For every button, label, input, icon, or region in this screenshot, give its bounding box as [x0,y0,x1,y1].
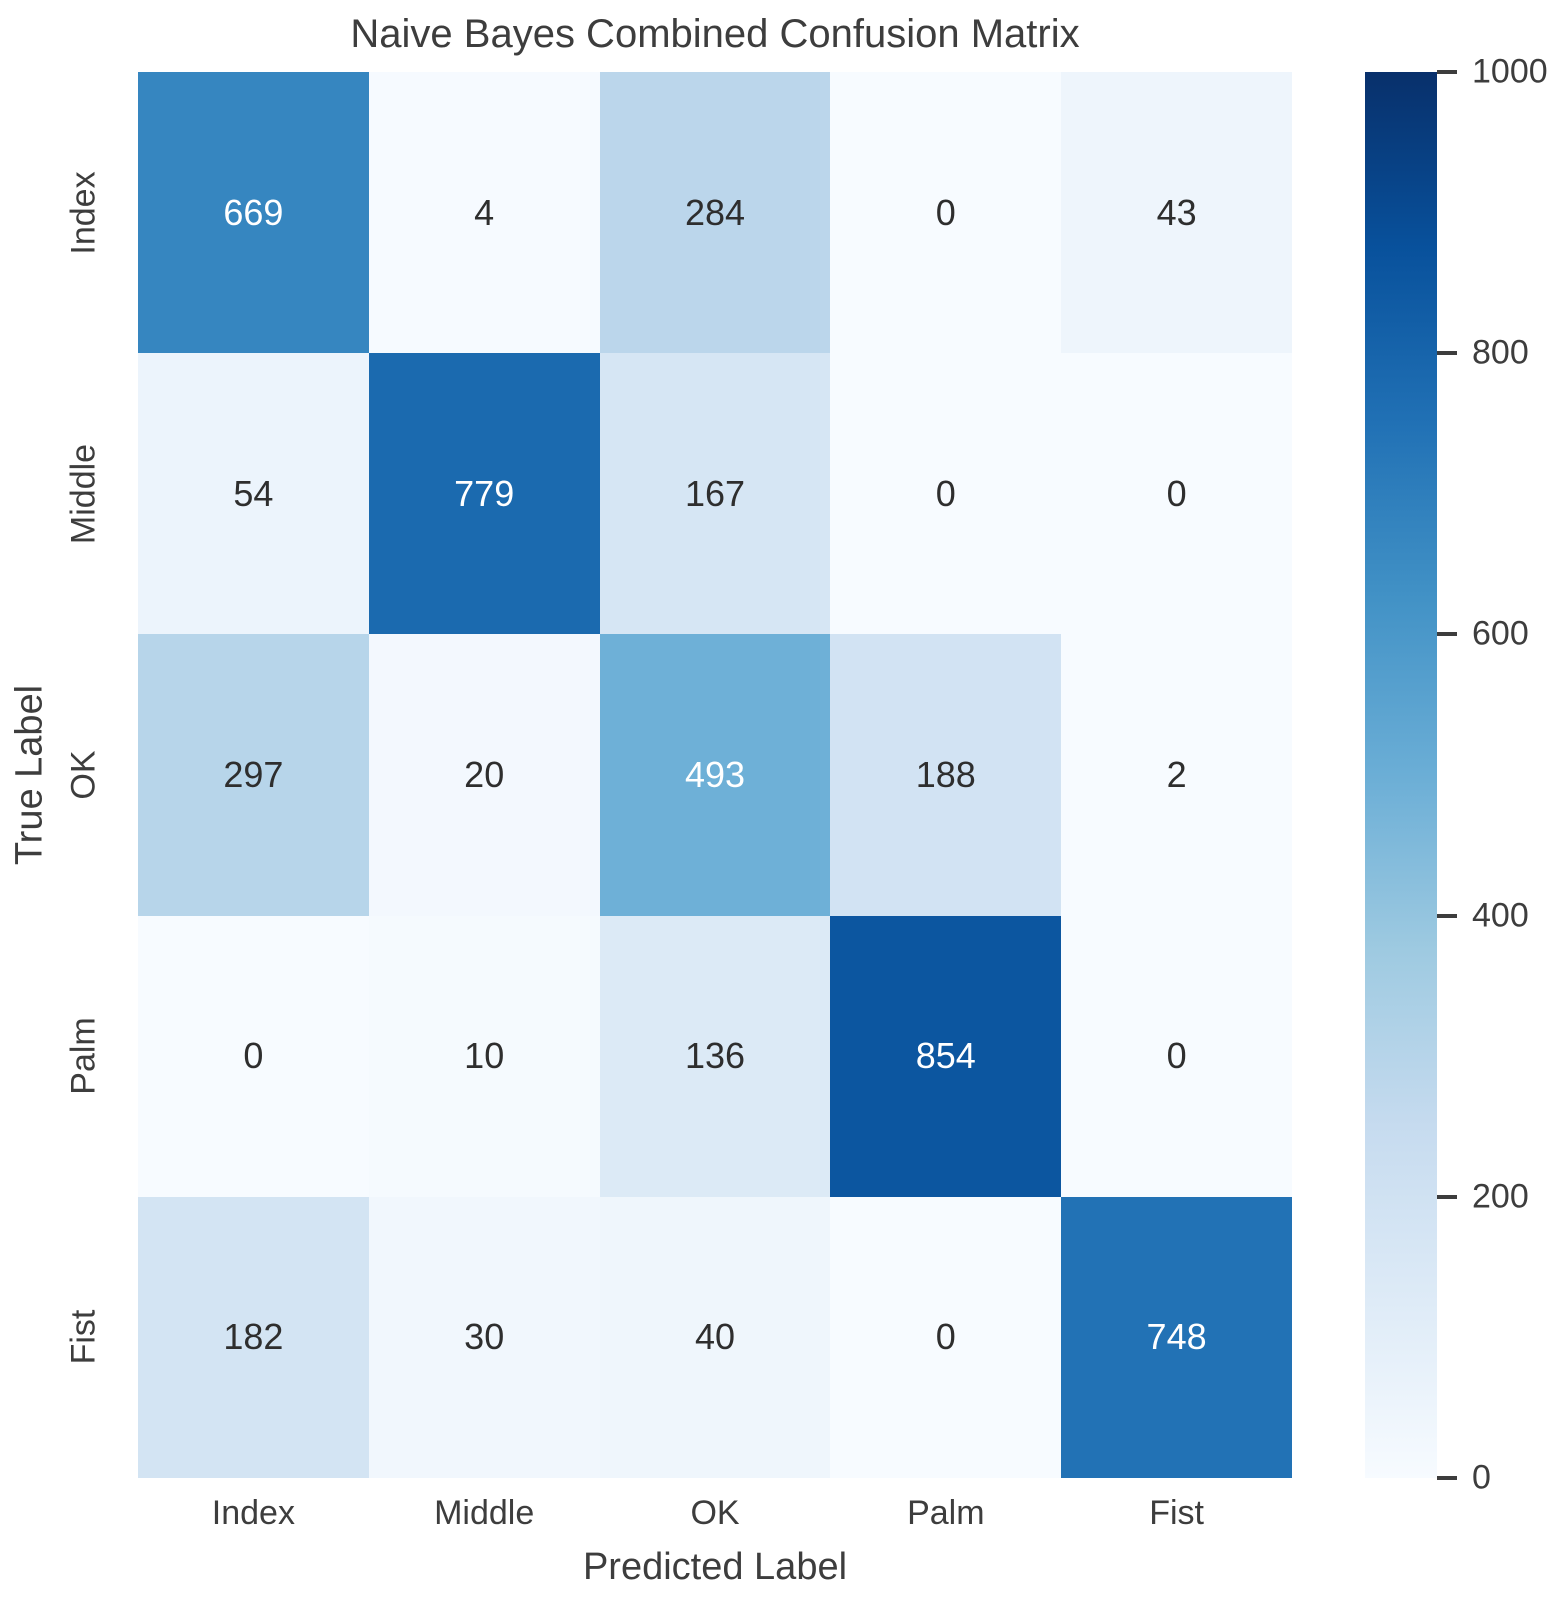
heatmap-cell: 0 [1061,915,1292,1197]
heatmap-cell: 779 [368,353,600,635]
heatmap-cell: 10 [368,915,600,1197]
heatmap-cell: 40 [599,1196,831,1478]
heatmap-cell: 167 [599,353,831,635]
x-tick-label: Palm [907,1494,985,1532]
heatmap-cell: 2 [1061,634,1292,916]
heatmap-cell: 493 [599,634,831,916]
y-tick-label: Middle [64,443,103,544]
heatmap-cell: 0 [830,353,1062,635]
x-axis-title: Predicted Label [582,1546,848,1588]
heatmap-cell: 0 [138,915,369,1197]
colorbar-tick-label: 1000 [1472,52,1548,91]
colorbar-tick-mark [1437,70,1457,74]
colorbar-tick-mark [1437,632,1457,637]
y-tick-label: Index [64,171,103,255]
heatmap-cell: 188 [830,634,1062,916]
heatmap-grid: 669 4 284 0 43 54 779 167 0 0 297 20 493 188 2 0 10 136 85… [138,72,1292,1478]
heatmap-cell: 669 [138,72,369,354]
heatmap-cell: 854 [830,915,1062,1197]
x-tick-label: OK [690,1494,740,1532]
x-tick-label: Middle [434,1494,535,1532]
heatmap-cell: 54 [138,353,369,635]
heatmap-cell: 20 [368,634,600,916]
chart-title: Naive Bayes Combined Confusion Matrix [350,12,1080,56]
y-tick-label: OK [64,750,103,800]
colorbar-tick-mark [1437,351,1457,356]
colorbar-tick-label: 600 [1472,614,1529,653]
colorbar-tick-mark [1437,913,1457,918]
x-tick-label: Fist [1149,1494,1204,1532]
colorbar-tick-label: 800 [1472,333,1529,372]
colorbar-tick-mark [1437,1194,1457,1199]
y-axis-title: True Label [8,684,51,866]
y-tick-label: Fist [64,1310,103,1365]
colorbar-tick-mark [1437,1476,1457,1480]
y-tick-label: Palm [64,1017,103,1095]
heatmap-cell: 0 [830,72,1062,354]
heatmap-cell: 4 [368,72,600,354]
x-tick-label: Index [211,1494,295,1532]
colorbar-tick-label: 0 [1472,1458,1491,1497]
heatmap-cell: 0 [1061,353,1292,635]
heatmap-cell: 284 [599,72,831,354]
heatmap-cell: 297 [138,634,369,916]
colorbar-tick-label: 200 [1472,1177,1529,1216]
heatmap-cell: 30 [368,1196,600,1478]
heatmap-cell: 136 [599,915,831,1197]
heatmap-cell: 0 [830,1196,1062,1478]
colorbar-tick-label: 400 [1472,896,1529,935]
heatmap-cell: 182 [138,1196,369,1478]
heatmap-cell: 43 [1061,72,1292,354]
colorbar [1365,72,1437,1478]
heatmap-cell: 748 [1061,1196,1292,1478]
